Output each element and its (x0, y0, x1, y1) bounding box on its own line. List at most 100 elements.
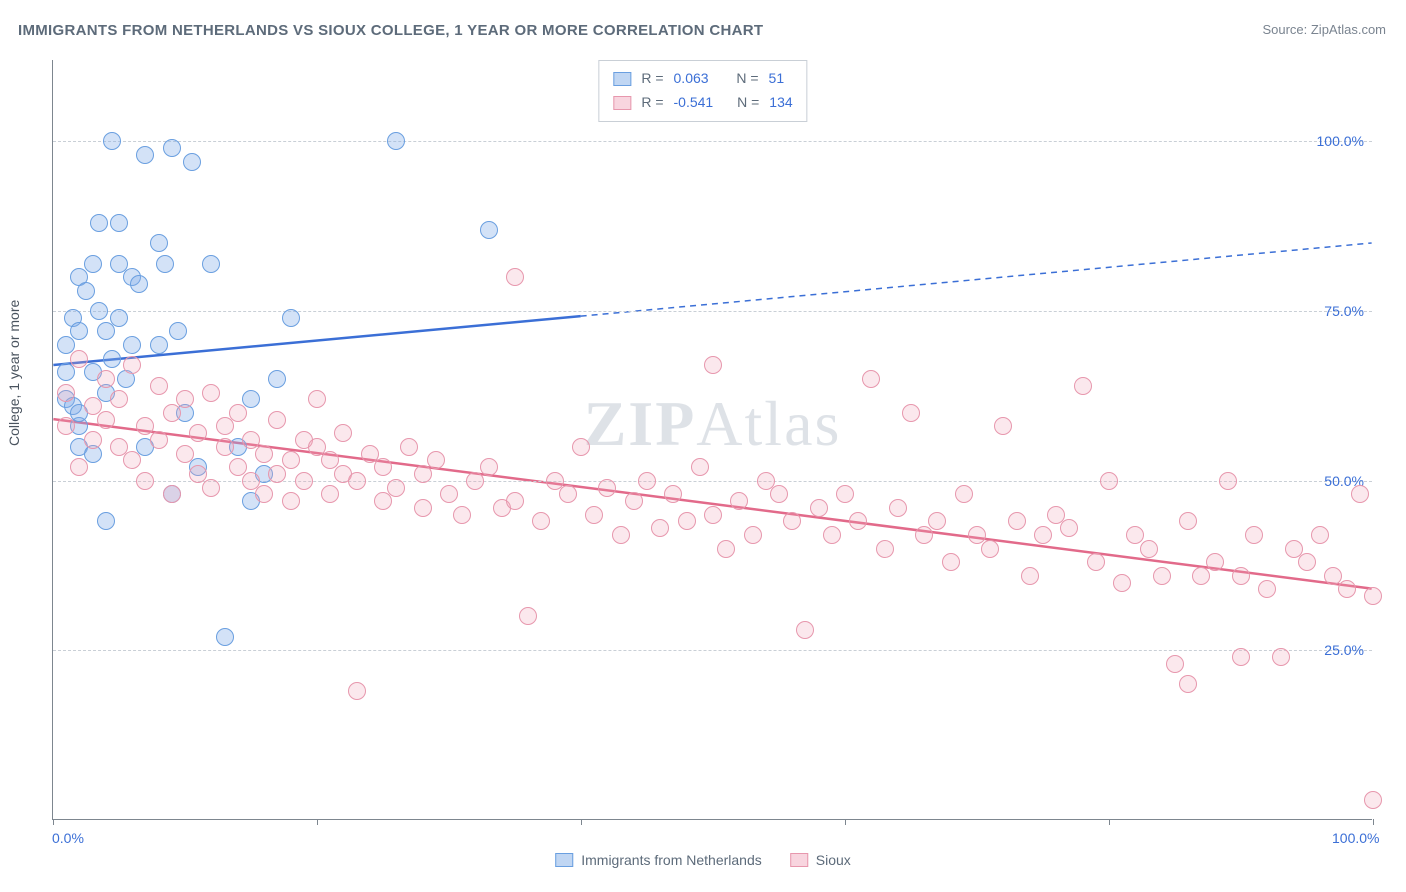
data-point (1140, 540, 1158, 558)
data-point (1074, 377, 1092, 395)
chart-title: IMMIGRANTS FROM NETHERLANDS VS SIOUX COL… (18, 22, 763, 39)
data-point (123, 336, 141, 354)
data-point (730, 492, 748, 510)
data-point (902, 404, 920, 422)
legend-n-label: N = (736, 67, 758, 91)
data-point (823, 526, 841, 544)
legend-n-value: 51 (769, 67, 785, 91)
data-point (163, 139, 181, 157)
data-point (770, 485, 788, 503)
data-point (150, 431, 168, 449)
data-point (282, 492, 300, 510)
data-point (1113, 574, 1131, 592)
x-tick (1109, 819, 1110, 825)
data-point (1100, 472, 1118, 490)
swatch-icon (790, 853, 808, 867)
data-point (136, 146, 154, 164)
data-point (216, 628, 234, 646)
data-point (268, 370, 286, 388)
data-point (1166, 655, 1184, 673)
data-point (1034, 526, 1052, 544)
data-point (506, 492, 524, 510)
source-label: Source: ZipAtlas.com (1262, 22, 1386, 37)
data-point (691, 458, 709, 476)
x-tick (845, 819, 846, 825)
data-point (242, 390, 260, 408)
data-point (1298, 553, 1316, 571)
data-point (70, 350, 88, 368)
data-point (915, 526, 933, 544)
data-point (90, 302, 108, 320)
data-point (810, 499, 828, 517)
data-point (1364, 587, 1382, 605)
legend-r-label: R = (641, 67, 663, 91)
swatch-icon (613, 72, 631, 86)
data-point (955, 485, 973, 503)
watermark: ZIPAtlas (584, 387, 842, 461)
data-point (57, 417, 75, 435)
data-point (1008, 512, 1026, 530)
data-point (103, 132, 121, 150)
data-point (387, 479, 405, 497)
data-point (1021, 567, 1039, 585)
data-point (229, 404, 247, 422)
data-point (836, 485, 854, 503)
legend-series: Immigrants from Netherlands Sioux (555, 852, 851, 868)
data-point (1087, 553, 1105, 571)
legend-n-value: 134 (769, 91, 792, 115)
data-point (994, 417, 1012, 435)
data-point (374, 458, 392, 476)
y-axis-label: College, 1 year or more (6, 300, 22, 446)
data-point (889, 499, 907, 517)
data-point (123, 356, 141, 374)
data-point (1192, 567, 1210, 585)
swatch-icon (555, 853, 573, 867)
data-point (282, 451, 300, 469)
data-point (1232, 648, 1250, 666)
data-point (202, 384, 220, 402)
gridline (53, 141, 1372, 142)
data-point (216, 417, 234, 435)
data-point (70, 322, 88, 340)
data-point (84, 255, 102, 273)
data-point (295, 472, 313, 490)
data-point (1272, 648, 1290, 666)
data-point (942, 553, 960, 571)
data-point (400, 438, 418, 456)
data-point (150, 377, 168, 395)
data-point (1206, 553, 1224, 571)
data-point (57, 384, 75, 402)
data-point (130, 275, 148, 293)
data-point (77, 282, 95, 300)
data-point (348, 682, 366, 700)
data-point (123, 451, 141, 469)
data-point (156, 255, 174, 273)
data-point (90, 214, 108, 232)
legend-label: Sioux (816, 852, 851, 868)
data-point (981, 540, 999, 558)
data-point (1179, 512, 1197, 530)
legend-label: Immigrants from Netherlands (581, 852, 762, 868)
data-point (1351, 485, 1369, 503)
data-point (1060, 519, 1078, 537)
data-point (453, 506, 471, 524)
data-point (1364, 791, 1382, 809)
data-point (651, 519, 669, 537)
chart-container: IMMIGRANTS FROM NETHERLANDS VS SIOUX COL… (0, 0, 1406, 892)
data-point (176, 445, 194, 463)
legend-r-label: R = (641, 91, 663, 115)
x-tick (581, 819, 582, 825)
data-point (414, 499, 432, 517)
data-point (638, 472, 656, 490)
data-point (744, 526, 762, 544)
data-point (110, 390, 128, 408)
y-tick-label: 25.0% (1324, 642, 1364, 658)
data-point (1311, 526, 1329, 544)
data-point (387, 132, 405, 150)
data-point (480, 221, 498, 239)
swatch-icon (613, 96, 631, 110)
data-point (1219, 472, 1237, 490)
gridline (53, 650, 1372, 651)
data-point (374, 492, 392, 510)
data-point (103, 350, 121, 368)
